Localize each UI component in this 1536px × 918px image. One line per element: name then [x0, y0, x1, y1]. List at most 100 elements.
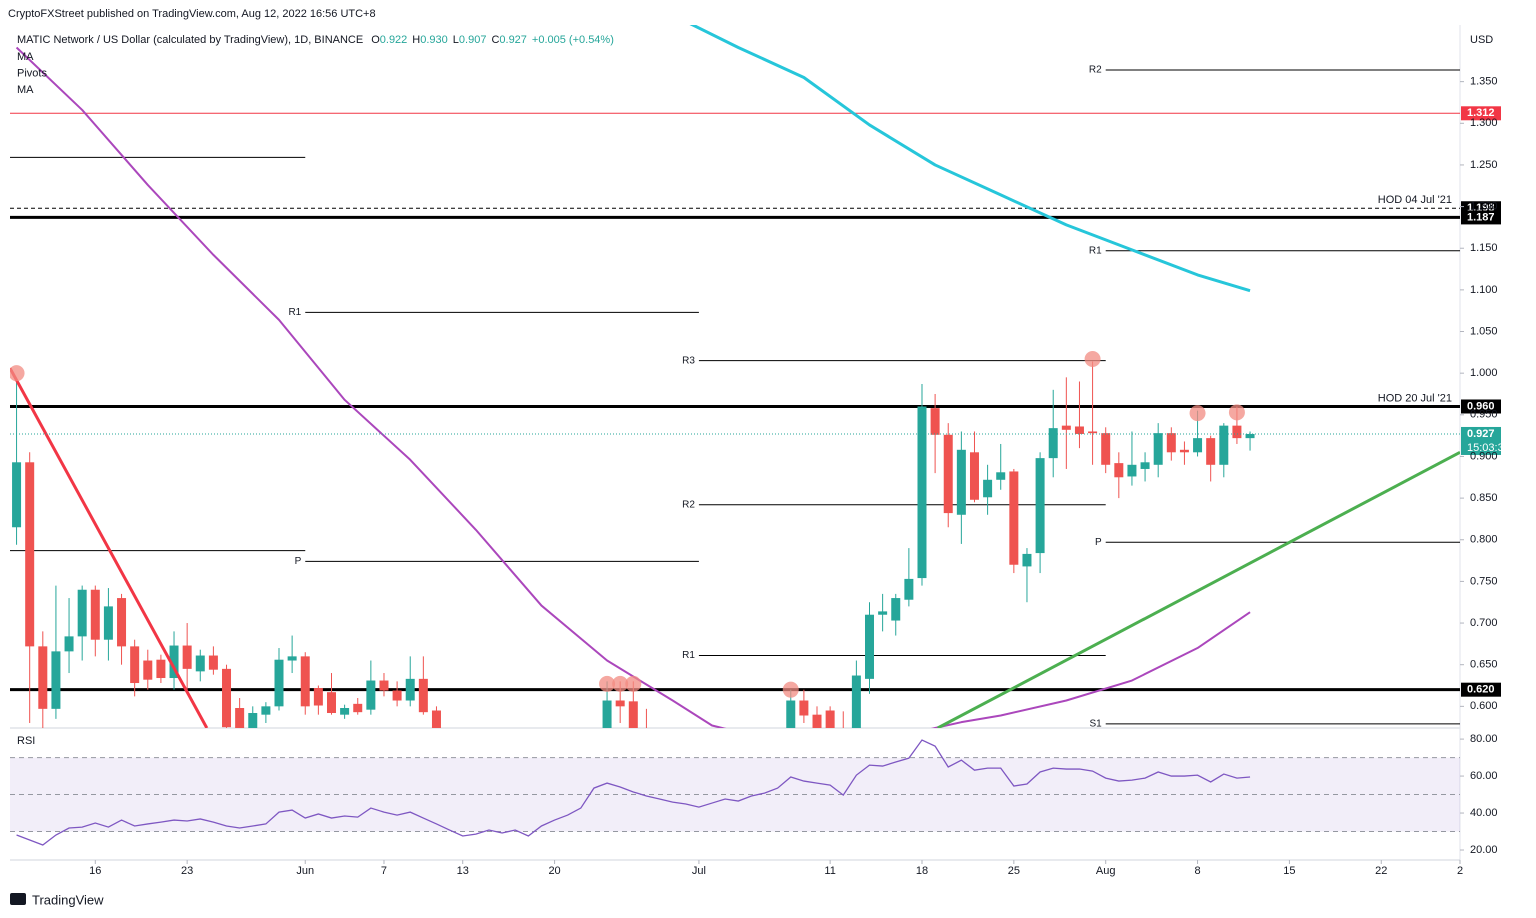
- y-tick-label: 0.950: [1470, 409, 1498, 421]
- candle-body: [1232, 425, 1242, 439]
- candle-body: [300, 656, 310, 707]
- candle-body: [1101, 433, 1111, 465]
- candle-body: [1219, 425, 1229, 465]
- marker: [1189, 405, 1206, 422]
- candle-body: [851, 675, 861, 728]
- candle-body: [12, 462, 22, 528]
- pivot-label: R3: [682, 355, 695, 366]
- candle-body: [38, 646, 48, 709]
- level-label: 1.187: [1467, 211, 1495, 223]
- candle-body: [917, 406, 927, 579]
- candle-body: [1206, 438, 1216, 465]
- candle-body: [222, 668, 232, 728]
- ohlc-value: 0.927: [499, 34, 527, 46]
- ohlc-label: C: [491, 34, 499, 46]
- x-tick-label: Aug: [1096, 865, 1116, 877]
- x-tick-label: 18: [916, 865, 928, 877]
- candle-body: [353, 703, 363, 713]
- level-label: 0.960: [1467, 400, 1495, 412]
- candle-body: [1193, 438, 1203, 453]
- x-tick-label: 11: [824, 865, 835, 877]
- pivot-label: P: [295, 556, 302, 567]
- candle-body: [1048, 428, 1058, 459]
- x-tick-label: 8: [1194, 865, 1200, 877]
- y-tick-label: 1.050: [1470, 325, 1498, 337]
- candle-body: [943, 434, 953, 514]
- logo-icon: [10, 893, 26, 905]
- candle-body: [169, 645, 179, 679]
- marker: [599, 675, 616, 692]
- candle-body: [51, 651, 61, 709]
- candle-body: [103, 606, 113, 640]
- pivot-label: R1: [1089, 245, 1102, 256]
- candle-body: [366, 680, 376, 710]
- pivot-label: R1: [682, 650, 695, 661]
- level-label: 1.312: [1467, 107, 1495, 119]
- candle-body: [130, 646, 140, 684]
- x-tick-label: 23: [181, 865, 193, 877]
- footer-logo: TradingView: [32, 892, 104, 907]
- y-tick-label: 1.300: [1470, 117, 1498, 129]
- y-tick-label: 1.150: [1470, 242, 1498, 254]
- ohlc-label: L: [453, 34, 459, 46]
- candle-body: [1061, 425, 1071, 430]
- candle-body: [1114, 463, 1124, 478]
- ohlc-value: 0.907: [459, 34, 487, 46]
- x-tick-label: 25: [1008, 865, 1020, 877]
- candle-body: [248, 713, 258, 728]
- rsi-y-tick-label: 20.00: [1470, 844, 1498, 856]
- y-tick-label: 0.800: [1470, 534, 1498, 546]
- candle-body: [1035, 458, 1045, 554]
- candle-body: [431, 710, 441, 728]
- candle-body: [156, 659, 166, 679]
- candle-body: [1140, 462, 1150, 469]
- currency: USD: [1470, 34, 1493, 46]
- candle-body: [182, 645, 192, 669]
- candle-body: [1166, 433, 1176, 453]
- current-price-label: 0.927: [1467, 428, 1495, 440]
- candle-body: [812, 714, 822, 728]
- level-box: [1461, 399, 1501, 414]
- candle-body: [602, 700, 612, 728]
- y-tick-label: 1.250: [1470, 159, 1498, 171]
- marker: [782, 681, 799, 698]
- x-tick-label: Jun: [296, 865, 314, 877]
- candle-body: [956, 449, 966, 515]
- publisher: CryptoFXStreet published on TradingView.…: [8, 8, 376, 20]
- candle-body: [340, 708, 350, 715]
- indicator-name: MA: [17, 51, 34, 63]
- overlay-line: [15, 46, 1251, 728]
- y-tick-label: 0.650: [1470, 659, 1498, 671]
- candle-body: [904, 578, 914, 600]
- candle-body: [799, 700, 809, 716]
- pivot-label: R2: [682, 499, 695, 510]
- candle-body: [287, 656, 297, 661]
- candle-body: [1179, 449, 1189, 453]
- candle-body: [64, 636, 74, 652]
- candle-body: [930, 408, 940, 435]
- candle-body: [274, 659, 284, 707]
- rsi-y-tick-label: 60.00: [1470, 770, 1498, 782]
- x-tick-label: 7: [381, 865, 387, 877]
- candle-body: [1245, 433, 1255, 439]
- candle-body: [1022, 553, 1032, 567]
- pivot-label: P: [1095, 537, 1102, 548]
- candle-body: [392, 690, 402, 701]
- change: +0.005 (+0.54%): [532, 34, 614, 46]
- pivot-label: R1: [288, 307, 301, 318]
- x-tick-label: 16: [89, 865, 101, 877]
- candle-body: [143, 660, 153, 680]
- y-tick-label: 0.850: [1470, 492, 1498, 504]
- candle-body: [77, 589, 87, 637]
- candle-body: [326, 692, 336, 714]
- candle-body: [983, 479, 993, 498]
- candle-body: [379, 680, 389, 691]
- overlay-line: [937, 450, 1460, 728]
- level-annotation: HOD 04 Jul '21: [1378, 194, 1452, 206]
- overlay-line: [689, 25, 1251, 293]
- level-box: [1461, 682, 1501, 697]
- x-tick-label: Jul: [692, 865, 706, 877]
- candle-body: [117, 598, 127, 647]
